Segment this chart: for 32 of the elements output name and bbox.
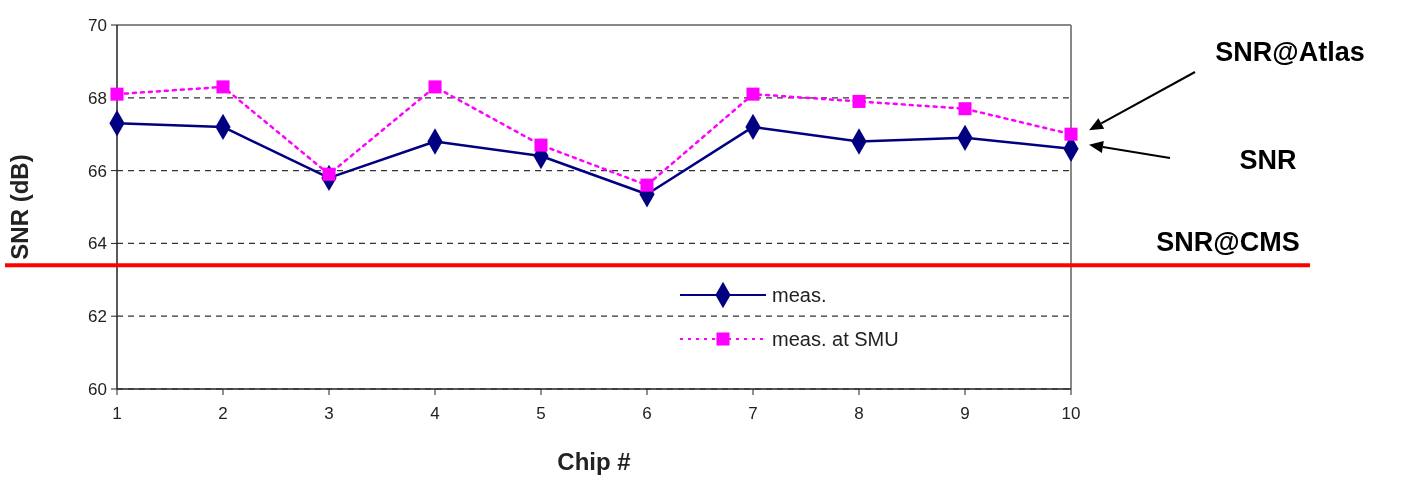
y-tick-label: 64	[88, 234, 107, 254]
x-tick-label: 6	[642, 404, 652, 423]
legend-label: meas. at SMU	[772, 328, 899, 350]
x-tick-label: 3	[324, 404, 334, 423]
text: SNR	[1239, 145, 1297, 176]
point	[746, 87, 760, 101]
point	[534, 138, 548, 152]
point	[428, 80, 442, 94]
y-tick-label: 60	[88, 379, 107, 399]
text: SNR@Atlas	[1215, 37, 1365, 68]
x-tick-label: 9	[960, 404, 970, 423]
x-tick-label: 7	[748, 404, 758, 423]
point	[1064, 127, 1078, 141]
point	[216, 80, 230, 94]
x-tick-label: 10	[1061, 404, 1081, 423]
y-tick-label: 66	[88, 161, 107, 181]
point	[640, 178, 654, 192]
y-tick-label: 62	[88, 307, 107, 327]
ref-line-label: SNR@CMS	[1156, 227, 1300, 258]
point	[110, 87, 124, 101]
x-tick-label: 1	[112, 404, 122, 423]
x-tick-label: 8	[854, 404, 864, 423]
y-tick-label: 68	[88, 88, 107, 108]
x-tick-label: 4	[430, 404, 440, 423]
legend-label: meas.	[772, 284, 827, 306]
x-tick-label: 5	[536, 404, 546, 423]
x-axis-title: Chip #	[557, 448, 631, 475]
point	[852, 94, 866, 108]
y-axis-title: SNR (dB)	[6, 154, 33, 260]
x-tick-label: 2	[218, 404, 228, 423]
point	[958, 102, 972, 116]
y-tick-label: 70	[88, 15, 107, 35]
